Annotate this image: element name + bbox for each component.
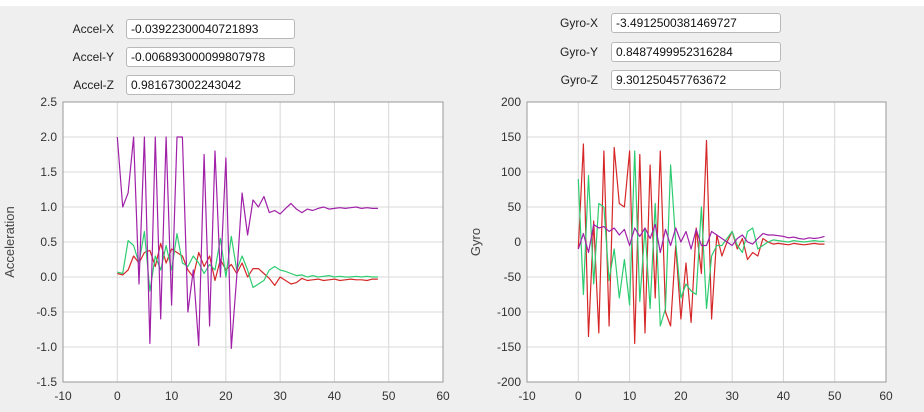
x-tick-label: 40 xyxy=(328,389,342,403)
y-tick-label: -0.5 xyxy=(36,305,57,319)
x-tick-label: 40 xyxy=(777,389,791,403)
y-axis-label: Acceleration xyxy=(2,206,17,278)
x-tick-label: 0 xyxy=(114,389,121,403)
x-tick-label: 20 xyxy=(219,389,233,403)
y-tick-label: -200 xyxy=(497,375,521,389)
series-line-0 xyxy=(117,242,378,286)
series-line-1 xyxy=(577,150,825,327)
x-tick-label: 0 xyxy=(575,389,582,403)
y-tick-label: -50 xyxy=(504,270,522,284)
y-tick-label: -1.5 xyxy=(36,375,57,389)
y-tick-label: -100 xyxy=(497,305,521,319)
y-tick-label: 150 xyxy=(501,130,521,144)
accel-label: Accel-Z xyxy=(73,78,114,92)
y-tick-label: 0.0 xyxy=(40,270,57,284)
plot-border xyxy=(62,101,444,383)
x-tick-label: 10 xyxy=(165,389,179,403)
y-tick-label: 50 xyxy=(508,200,522,214)
series-line-2 xyxy=(577,223,825,254)
x-tick-label: 30 xyxy=(725,389,739,403)
series-line-2 xyxy=(116,136,378,349)
accel-label: Accel-Y xyxy=(72,50,114,64)
y-tick-label: 100 xyxy=(501,165,521,179)
top-band xyxy=(0,0,924,6)
accel-value-input[interactable] xyxy=(126,19,295,39)
x-tick-label: 50 xyxy=(828,389,842,403)
x-tick-label: -10 xyxy=(54,389,72,403)
gyro-label: Gyro-X xyxy=(559,16,598,30)
y-tick-label: 2.5 xyxy=(40,95,57,109)
y-tick-label: -1.0 xyxy=(36,340,57,354)
y-tick-label: 0 xyxy=(514,235,521,249)
gyro-value-input[interactable] xyxy=(611,42,781,62)
series-line-1 xyxy=(117,230,378,292)
y-tick-label: 1.5 xyxy=(40,165,57,179)
x-tick-label: 30 xyxy=(273,389,287,403)
accel-row-accel-y: Accel-Y xyxy=(0,47,924,69)
gyro-value-input[interactable] xyxy=(611,13,781,33)
gyro-label: Gyro-Y xyxy=(559,45,598,59)
series-line-0 xyxy=(577,139,825,345)
x-tick-label: 10 xyxy=(623,389,637,403)
plot-border xyxy=(526,101,887,383)
y-axis-label: Gyro xyxy=(468,228,483,256)
y-tick-label: 200 xyxy=(501,95,521,109)
accel-value-input[interactable] xyxy=(126,75,295,95)
gyro-value-input[interactable] xyxy=(611,70,781,90)
gyro-label: Gyro-Z xyxy=(560,73,598,87)
gyro-row-gyro-y: Gyro-Y xyxy=(0,42,924,64)
y-tick-label: 0.5 xyxy=(40,235,57,249)
y-tick-label: 1.0 xyxy=(40,200,57,214)
y-tick-label: 2.0 xyxy=(40,130,57,144)
accel-row-accel-z: Accel-Z xyxy=(0,75,924,97)
accel-value-input[interactable] xyxy=(126,47,295,67)
accel-label: Accel-X xyxy=(72,22,114,36)
x-tick-label: -10 xyxy=(518,389,536,403)
x-tick-label: 60 xyxy=(436,389,450,403)
x-tick-label: 60 xyxy=(879,389,893,403)
gyro-row-gyro-x: Gyro-X xyxy=(0,13,924,35)
accel-row-accel-x: Accel-X xyxy=(0,19,924,41)
x-tick-label: 50 xyxy=(382,389,396,403)
gyro-row-gyro-z: Gyro-Z xyxy=(0,70,924,92)
y-tick-label: -150 xyxy=(497,340,521,354)
x-tick-label: 20 xyxy=(674,389,688,403)
